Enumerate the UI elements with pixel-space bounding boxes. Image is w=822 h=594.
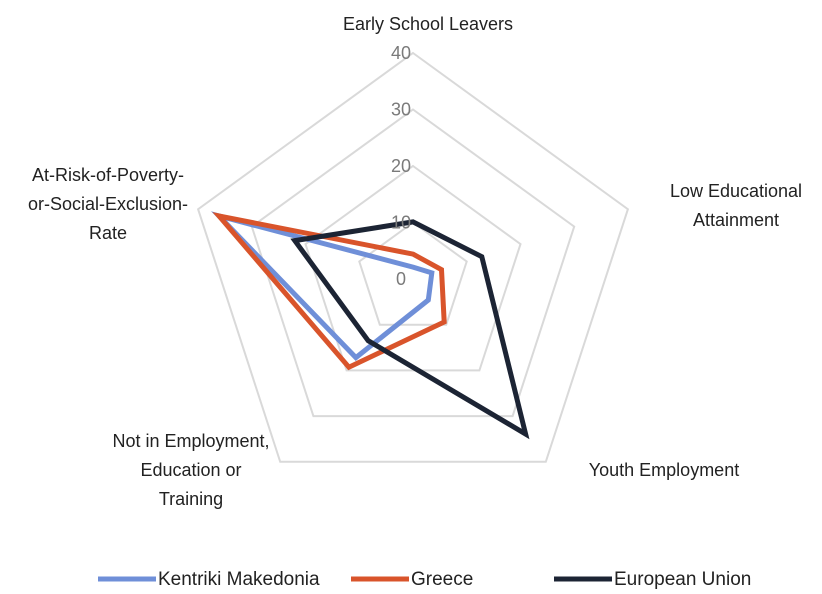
tick-label: 40	[391, 43, 411, 63]
radar-tick-labels: 0 10 20 30 40	[391, 43, 411, 289]
legend-label: Kentriki Makedonia	[158, 569, 320, 590]
tick-label: 0	[396, 269, 406, 289]
axis-label: Early School Leavers	[343, 14, 513, 34]
axis-label: Youth Employment	[589, 460, 739, 480]
axis-label: Not in Employment, Education or Training	[112, 431, 269, 509]
radar-series	[210, 211, 530, 440]
series-line-2	[290, 219, 530, 440]
radar-axis-labels: Early School Leavers Low Educational Attai…	[28, 14, 802, 509]
radar-grid	[196, 51, 630, 463]
legend: Kentriki Makedonia Greece European Union	[98, 569, 751, 590]
grid-ring-3	[250, 108, 576, 418]
axis-label: At-Risk-of-Poverty-or-Social-Exclusion-R…	[28, 165, 188, 243]
tick-label: 20	[391, 156, 411, 176]
axis-label: Low Educational Attainment	[670, 181, 802, 230]
tick-label: 30	[391, 100, 411, 120]
series-line-1	[212, 212, 447, 371]
grid-ring-2	[304, 164, 522, 372]
legend-label: European Union	[614, 569, 751, 590]
grid-ring-4	[196, 51, 630, 463]
tick-label: 10	[391, 213, 411, 233]
legend-label: Greece	[411, 569, 473, 590]
